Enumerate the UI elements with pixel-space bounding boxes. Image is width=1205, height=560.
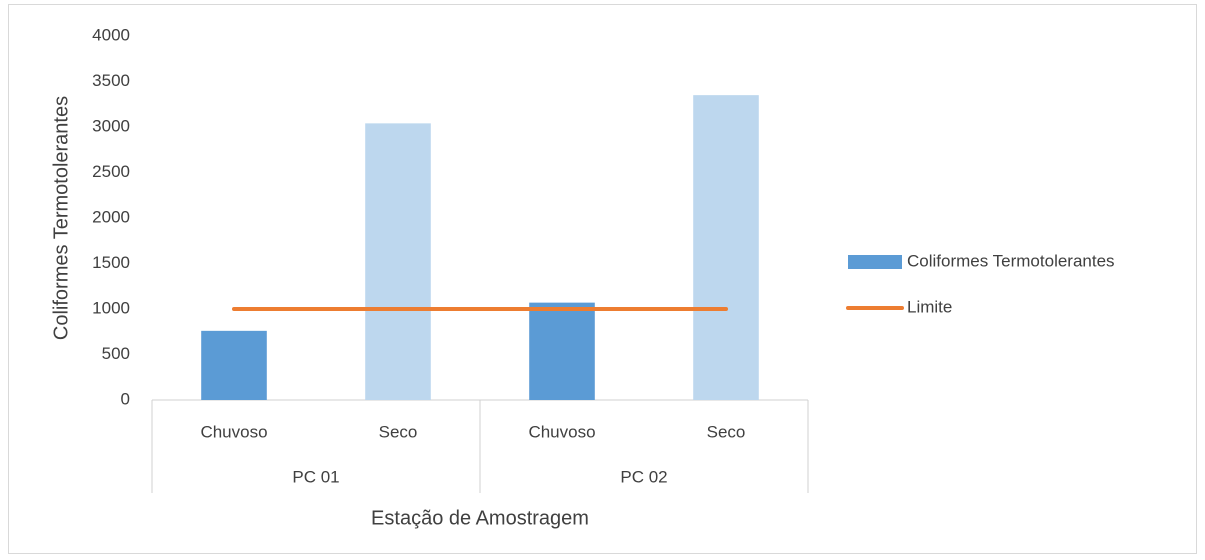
bar: [365, 123, 431, 401]
legend-label: Coliformes Termotolerantes: [907, 251, 1115, 270]
y-tick-label: 1500: [92, 253, 130, 272]
y-tick-label: 0: [121, 389, 130, 408]
x-tick-label: Seco: [707, 422, 746, 441]
x-group-label: PC 01: [292, 467, 339, 486]
legend-swatch: [848, 255, 902, 269]
y-tick-label: 2500: [92, 162, 130, 181]
x-axis-title: Estação de Amostragem: [371, 507, 589, 529]
y-tick-label: 3500: [92, 71, 130, 90]
bar: [693, 95, 759, 401]
x-group-label: PC 02: [620, 467, 667, 486]
y-tick-label: 4000: [92, 25, 130, 44]
y-tick-label: 3000: [92, 116, 130, 135]
y-tick-label: 2000: [92, 207, 130, 226]
x-tick-label: Seco: [379, 422, 418, 441]
legend-label: Limite: [907, 297, 952, 316]
chart-border: [8, 4, 1197, 554]
x-tick-label: Chuvoso: [528, 422, 595, 441]
bar: [529, 302, 595, 400]
bar: [201, 330, 267, 400]
x-tick-label: Chuvoso: [200, 422, 267, 441]
y-axis-title: Coliformes Termotolerantes: [50, 96, 72, 340]
y-tick-label: 1000: [92, 298, 130, 317]
y-tick-label: 500: [102, 344, 130, 363]
